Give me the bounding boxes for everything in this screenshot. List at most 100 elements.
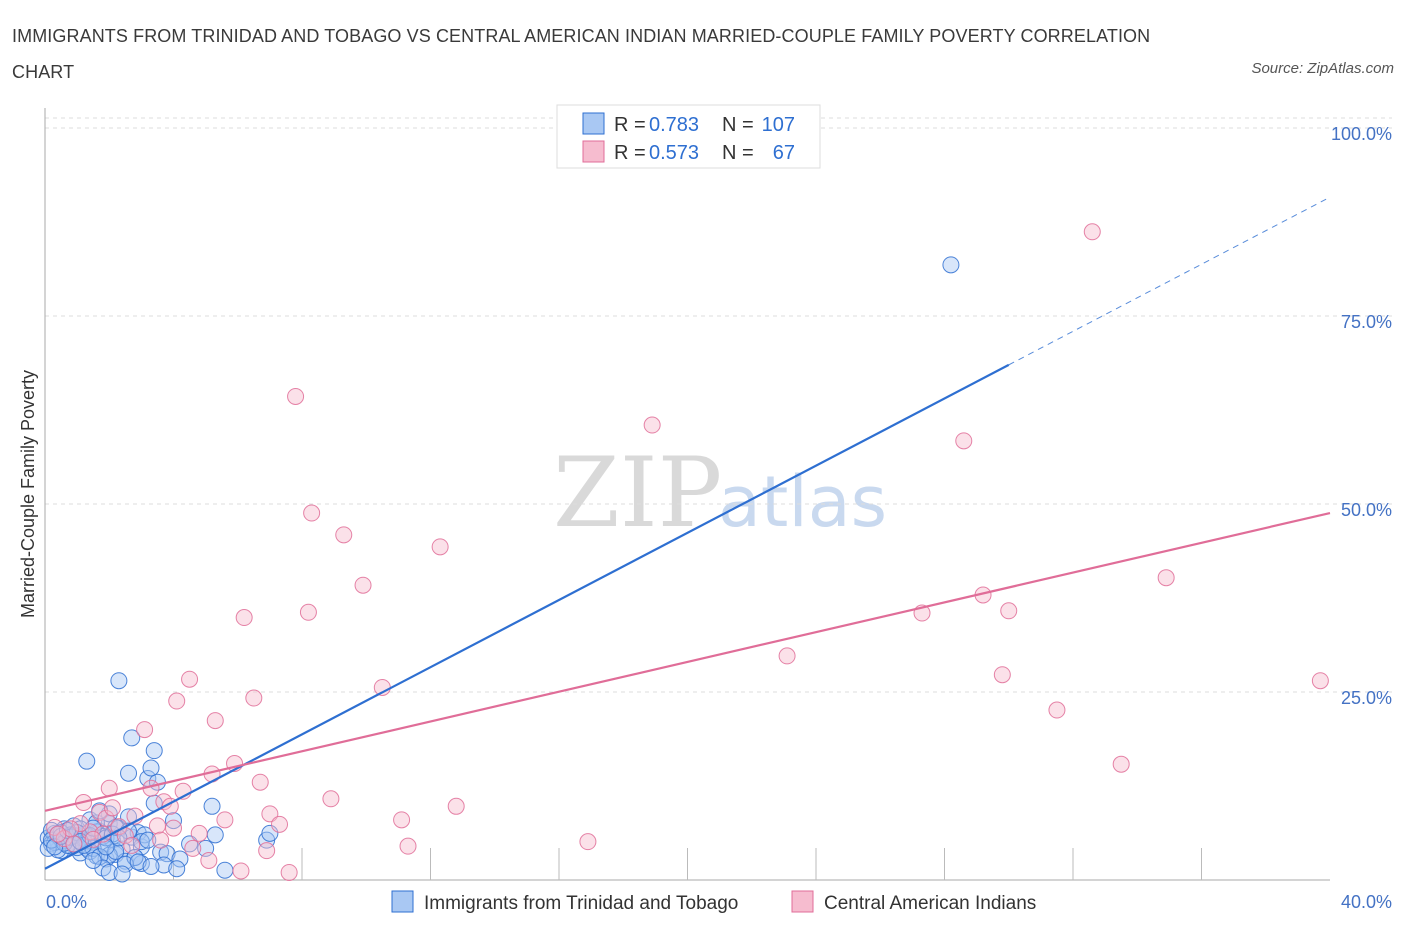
- data-point-trinidad: [97, 838, 115, 856]
- data-point-trinidad: [78, 752, 96, 770]
- data-point-central-american-indian: [335, 526, 353, 544]
- data-point-trinidad: [139, 831, 157, 849]
- data-point-central-american-indian: [955, 432, 973, 450]
- legend-r-value-2: 0.573: [649, 142, 699, 164]
- trend-line-central-american-indian: [44, 511, 1331, 812]
- bottom-legend-label-1: Immigrants from Trinidad and Tobago: [424, 893, 738, 914]
- bottom-legend-swatch-blue: [391, 890, 414, 913]
- data-point-central-american-indian: [393, 811, 411, 829]
- data-point-central-american-indian: [168, 692, 186, 710]
- data-point-central-american-indian: [271, 815, 289, 833]
- data-point-central-american-indian: [136, 721, 154, 739]
- data-point-trinidad: [110, 672, 128, 690]
- watermark-zip: ZIP: [553, 437, 722, 549]
- data-point-central-american-indian: [287, 387, 305, 405]
- data-point-central-american-indian: [245, 689, 263, 707]
- legend-r-value-1: 0.783: [649, 114, 699, 136]
- data-point-central-american-indian: [232, 862, 250, 880]
- data-point-trinidad: [152, 843, 170, 861]
- data-point-central-american-indian: [235, 609, 253, 627]
- data-point-central-american-indian: [62, 820, 80, 838]
- data-point-central-american-indian: [447, 797, 465, 815]
- data-point-central-american-indian: [1112, 755, 1130, 773]
- data-point-central-american-indian: [251, 773, 269, 791]
- data-point-trinidad: [942, 256, 960, 274]
- data-point-central-american-indian: [778, 647, 796, 665]
- legend-n-label-1: N =: [722, 114, 754, 136]
- data-point-central-american-indian: [299, 603, 317, 621]
- y-tick-label: 25.0%: [1341, 688, 1392, 708]
- legend-swatch-pink: [582, 140, 605, 163]
- y-tick-labels: 100.0% 75.0% 50.0% 25.0%: [1331, 124, 1392, 708]
- data-point-central-american-indian: [1157, 569, 1175, 587]
- data-point-central-american-indian: [200, 851, 218, 869]
- data-point-central-american-indian: [152, 831, 170, 849]
- data-point-trinidad: [142, 857, 160, 875]
- data-point-central-american-indian: [258, 842, 276, 860]
- data-point-trinidad: [116, 855, 134, 873]
- legend-n-value-1: 107: [762, 114, 795, 136]
- data-point-trinidad: [120, 764, 138, 782]
- legend-r-label-1: R =: [614, 114, 646, 136]
- data-point-trinidad: [168, 860, 186, 878]
- bottom-legend: Immigrants from Trinidad and Tobago Cent…: [391, 890, 1036, 914]
- x-tick-label-max: 40.0%: [1341, 892, 1392, 912]
- data-point-central-american-indian: [261, 805, 279, 823]
- data-point-trinidad: [155, 856, 173, 874]
- data-point-central-american-indian: [49, 825, 67, 843]
- data-point-central-american-indian: [1000, 602, 1018, 620]
- data-point-trinidad: [171, 850, 189, 868]
- data-point-central-american-indian: [399, 837, 417, 855]
- data-point-central-american-indian: [184, 839, 202, 857]
- data-point-trinidad: [132, 833, 150, 851]
- data-point-trinidad: [142, 759, 160, 777]
- data-point-central-american-indian: [993, 666, 1011, 684]
- data-point-trinidad: [129, 853, 147, 871]
- data-point-central-american-indian: [322, 790, 340, 808]
- data-point-trinidad: [123, 729, 141, 747]
- data-point-central-american-indian: [1311, 672, 1329, 690]
- data-point-central-american-indian: [216, 811, 234, 829]
- data-point-central-american-indian: [1048, 701, 1066, 719]
- data-point-trinidad: [216, 861, 234, 879]
- data-point-central-american-indian: [643, 416, 661, 434]
- data-point-central-american-indian: [165, 819, 182, 837]
- series-central-american-indians-points: [46, 223, 1329, 881]
- data-point-trinidad: [100, 863, 118, 881]
- y-tick-label: 50.0%: [1341, 500, 1392, 520]
- legend-r-label-2: R =: [614, 142, 646, 164]
- data-point-central-american-indian: [103, 799, 121, 817]
- legend-swatch-blue: [582, 112, 605, 135]
- x-tick-label-min: 0.0%: [46, 892, 87, 912]
- data-point-trinidad: [206, 826, 224, 844]
- bottom-legend-label-2: Central American Indians: [824, 893, 1036, 914]
- trend-line-trinidad-extension: [1008, 196, 1331, 366]
- data-point-central-american-indian: [431, 538, 449, 556]
- data-point-central-american-indian: [1083, 223, 1101, 241]
- legend-n-label-2: N =: [722, 142, 754, 164]
- data-point-central-american-indian: [181, 670, 199, 688]
- data-point-trinidad: [181, 835, 199, 853]
- top-legend: R = 0.783 N = 107 R = 0.573 N = 67: [556, 104, 821, 169]
- y-axis-label: Married-Couple Family Poverty: [18, 370, 38, 618]
- data-point-trinidad: [84, 851, 102, 869]
- data-point-central-american-indian: [354, 576, 372, 594]
- data-point-trinidad: [113, 865, 131, 883]
- bottom-legend-swatch-pink: [791, 890, 814, 913]
- y-tick-label: 100.0%: [1331, 124, 1392, 144]
- data-point-trinidad: [145, 742, 163, 760]
- legend-n-value-2: 67: [773, 142, 795, 164]
- axes: [44, 108, 1330, 881]
- grid-lines: [45, 117, 1392, 693]
- data-point-trinidad: [203, 797, 221, 815]
- data-point-central-american-indian: [579, 833, 597, 851]
- data-point-trinidad: [107, 842, 125, 860]
- data-point-central-american-indian: [190, 824, 208, 842]
- trend-lines: [44, 196, 1331, 870]
- chart-title: IMMIGRANTS FROM TRINIDAD AND TOBAGO VS C…: [12, 26, 1151, 82]
- data-point-central-american-indian: [71, 815, 89, 833]
- data-point-central-american-indian: [91, 803, 109, 821]
- data-point-central-american-indian: [148, 817, 166, 835]
- source-label: Source: ZipAtlas.com: [1251, 60, 1394, 77]
